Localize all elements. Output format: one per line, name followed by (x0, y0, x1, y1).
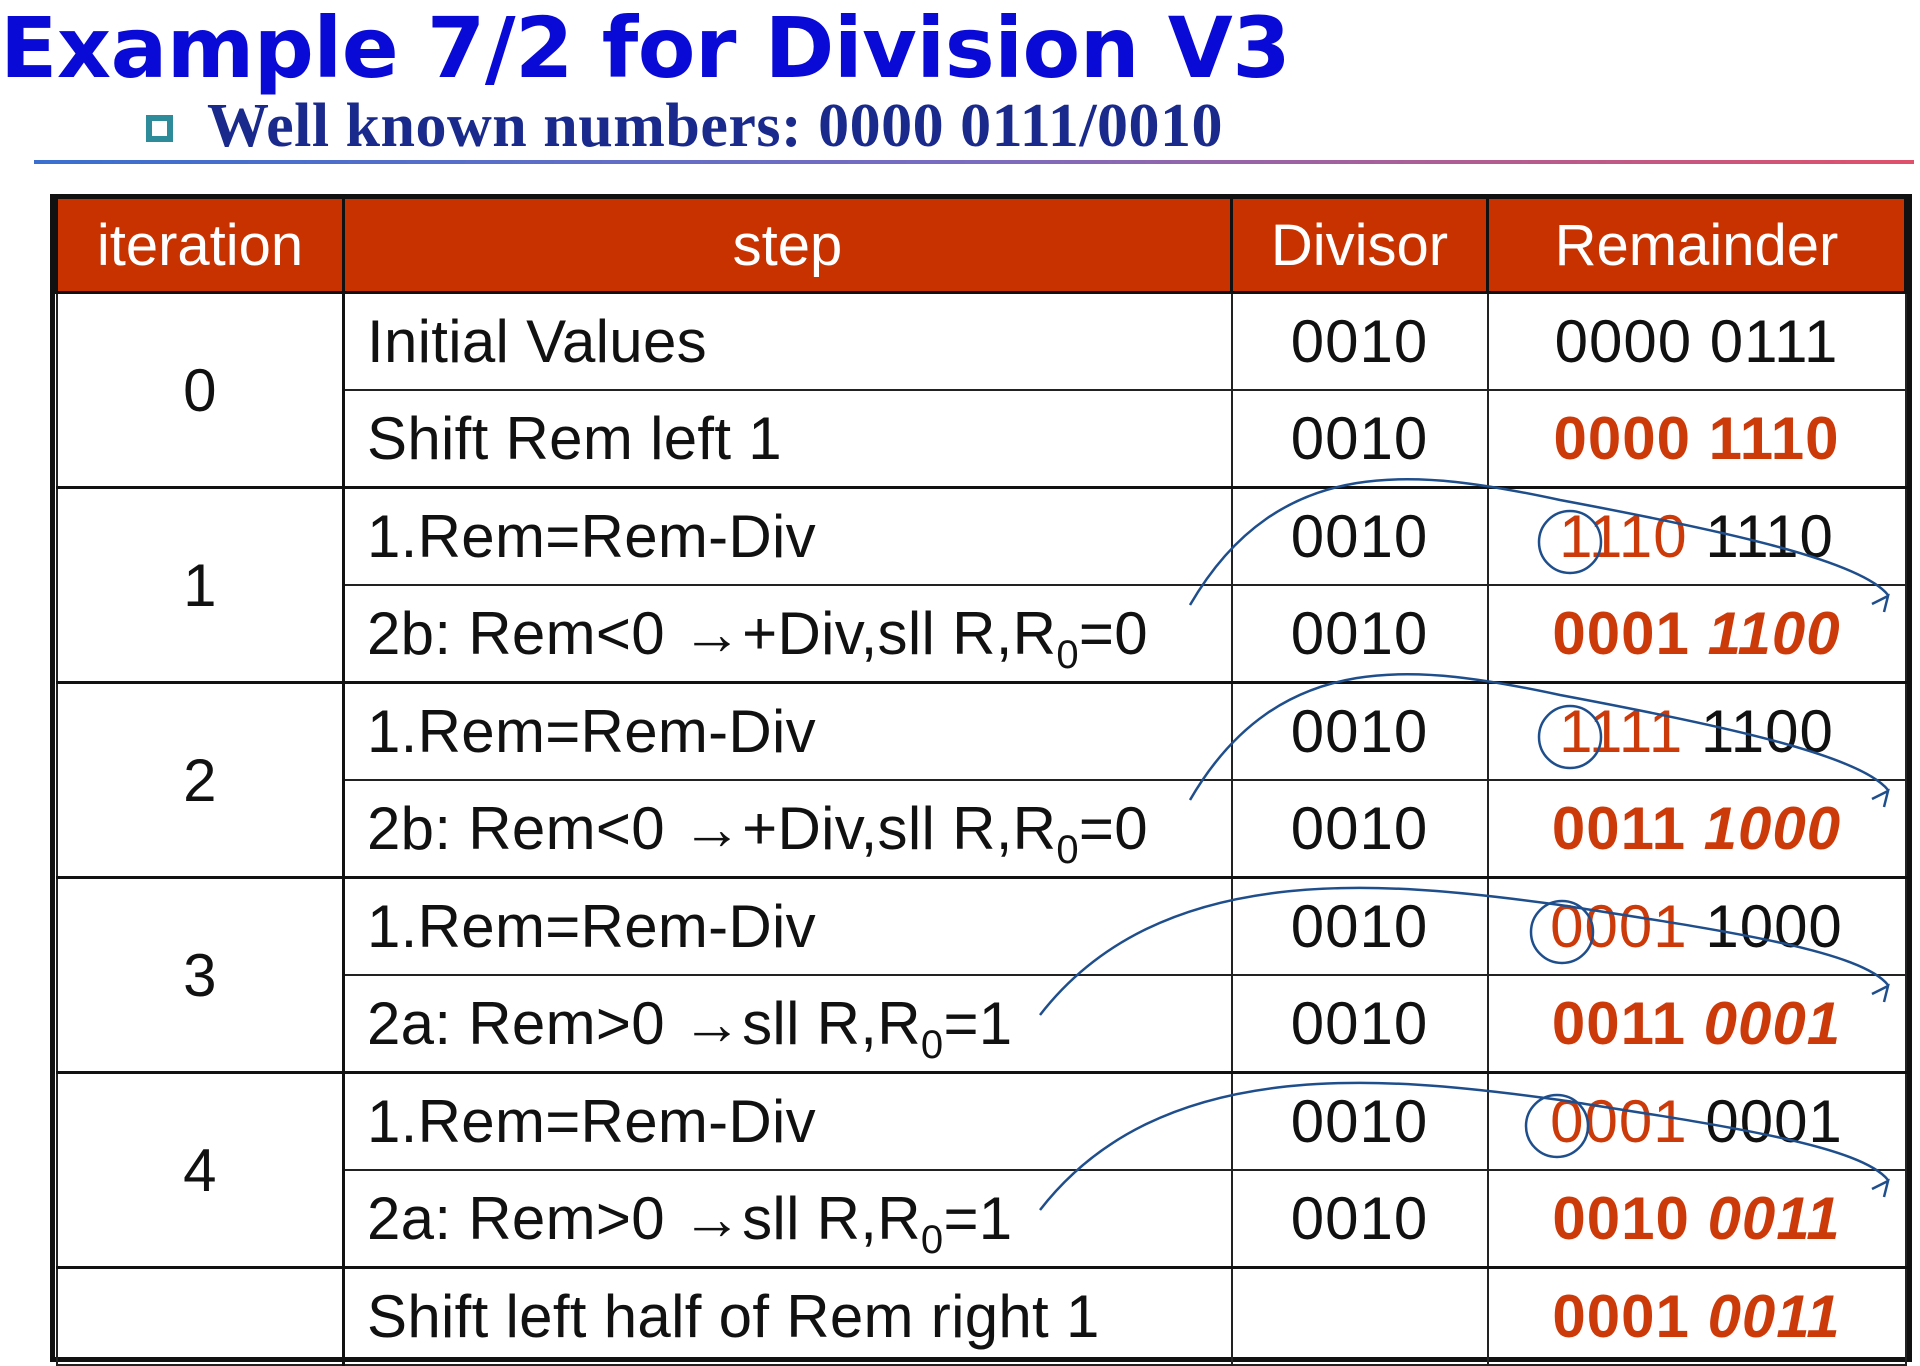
divisor-cell: 0010 (1230, 291, 1489, 391)
step-text: 2a: Rem>0 →sll R,R (367, 1185, 921, 1252)
step-text: 2a: Rem>0 →sll R,R (367, 990, 921, 1057)
remainder-cell: 0001 1100 (1486, 584, 1907, 684)
header-iteration: iteration (55, 199, 345, 294)
step-text-end: =1 (943, 1185, 1013, 1252)
step-cell: 1.Rem=Rem-Div (342, 1071, 1233, 1171)
remainder-right-half: 0011 (1707, 1185, 1841, 1252)
remainder-left-half: 0010 (1552, 1185, 1690, 1252)
remainder-right-half: 1000 (1703, 795, 1842, 862)
remainder-left-half: 0000 (1553, 405, 1691, 472)
remainder-left-half: 0001 (1552, 600, 1690, 667)
divisor-cell: 0010 (1230, 1169, 1489, 1269)
remainder-cell: 0011 1000 (1486, 779, 1907, 879)
remainder-cell: 0001 0001 (1486, 1071, 1907, 1171)
remainder-right-half: 1110 (1708, 405, 1840, 472)
remainder-cell: 0000 0111 (1486, 291, 1907, 391)
remainder-right-half: 1000 (1705, 893, 1843, 960)
step-text-end: =0 (1078, 600, 1148, 667)
remainder-cell: 0001 1000 (1486, 876, 1907, 976)
division-table: iteration step Divisor Remainder 0 Initi… (55, 199, 1907, 1366)
step-subscript: 0 (920, 1023, 944, 1067)
table-row: 3 1.Rem=Rem-Div 0010 0001 1000 (55, 876, 1907, 1074)
step-text: 2b: Rem<0 →+Div,sll R,R (367, 795, 1057, 862)
remainder-right-half: 0111 (1709, 308, 1839, 375)
divisor-cell: 0010 (1230, 486, 1489, 586)
divisor-cell: 0010 (1230, 389, 1489, 489)
iteration-cell (55, 1266, 345, 1366)
bullet-item: Well known numbers: 0000 0111/0010 (146, 88, 1223, 164)
divisor-cell: 0010 (1230, 779, 1489, 879)
remainder-left-half: 1111 (1559, 698, 1684, 765)
table-row: Shift Rem left 1 0010 0000 1110 (57, 389, 1907, 489)
step-cell: Initial Values (342, 291, 1233, 391)
remainder-right-half: 0001 (1705, 1088, 1843, 1155)
remainder-left-half: 0000 (1554, 308, 1693, 375)
header-divisor: Divisor (1230, 199, 1489, 294)
divisor-cell: 0010 (1230, 876, 1489, 976)
step-subscript: 0 (1056, 633, 1079, 677)
remainder-right-half: 1110 (1705, 503, 1834, 570)
remainder-left-half: 0001 (1550, 893, 1688, 960)
header-remainder: Remainder (1486, 199, 1907, 294)
step-cell: 2b: Rem<0 →+Div,sll R,R0=0 (342, 779, 1233, 879)
header-step: step (342, 199, 1233, 294)
step-cell: 1.Rem=Rem-Div (342, 876, 1233, 976)
remainder-left-half: 0001 (1550, 1088, 1688, 1155)
remainder-left-half: 0011 (1551, 795, 1686, 862)
step-cell: 2b: Rem<0 →+Div,sll R,R0=0 (342, 584, 1233, 684)
step-cell: 1.Rem=Rem-Div (342, 486, 1233, 586)
step-cell: Shift left half of Rem right 1 (342, 1266, 1233, 1366)
table-row: 2a: Rem>0 →sll R,R0=1 0010 0011 0001 (57, 974, 1907, 1074)
step-text-end: =1 (943, 990, 1013, 1057)
table-row: Shift left half of Rem right 1 0001 0011 (55, 1266, 1907, 1366)
remainder-cell: 1111 1100 (1486, 681, 1907, 781)
table-row: 4 1.Rem=Rem-Div 0010 0001 0001 (55, 1071, 1907, 1269)
remainder-cell: 1110 1110 (1486, 486, 1907, 586)
step-text: 2b: Rem<0 →+Div,sll R,R (367, 600, 1057, 667)
title-divider (34, 160, 1914, 164)
step-cell: 1.Rem=Rem-Div (342, 681, 1233, 781)
table-header-row: iteration step Divisor Remainder (55, 199, 1907, 294)
step-subscript: 0 (920, 1218, 944, 1262)
table-row: 0 Initial Values 0010 0000 0111 (55, 291, 1907, 489)
remainder-cell: 0001 0011 (1486, 1266, 1907, 1366)
step-text-end: =0 (1078, 795, 1148, 862)
remainder-cell: 0000 1110 (1486, 389, 1907, 489)
remainder-left-half: 0001 (1552, 1283, 1690, 1350)
remainder-right-half: 1100 (1707, 600, 1841, 667)
slide-title: Example 7/2 for Division V3 (0, 0, 1291, 97)
division-table-frame: iteration step Divisor Remainder 0 Initi… (50, 194, 1912, 1366)
table-row: 2 1.Rem=Rem-Div 0010 1111 1100 (55, 681, 1907, 879)
iteration-cell: 4 (55, 1071, 345, 1269)
remainder-right-half: 0011 (1707, 1283, 1841, 1350)
remainder-left-half: 0011 (1551, 990, 1686, 1057)
square-bullet-icon (146, 114, 173, 142)
divisor-cell (1230, 1266, 1489, 1366)
iteration-cell: 2 (55, 681, 345, 879)
step-cell: 2a: Rem>0 →sll R,R0=1 (342, 1169, 1233, 1269)
remainder-left-half: 1110 (1559, 503, 1688, 570)
iteration-cell: 3 (55, 876, 345, 1074)
divisor-cell: 0010 (1230, 681, 1489, 781)
remainder-right-half: 0001 (1703, 990, 1842, 1057)
iteration-cell: 0 (55, 291, 345, 489)
bullet-text: Well known numbers: 0000 0111/0010 (207, 91, 1224, 160)
iteration-cell: 1 (55, 486, 345, 684)
divisor-cell: 0010 (1230, 584, 1489, 684)
step-subscript: 0 (1056, 828, 1079, 872)
divisor-cell: 0010 (1230, 1071, 1489, 1171)
divisor-cell: 0010 (1230, 974, 1489, 1074)
step-cell: Shift Rem left 1 (342, 389, 1233, 489)
table-row: 1 1.Rem=Rem-Div 0010 1110 1110 (55, 486, 1907, 684)
remainder-right-half: 1100 (1700, 698, 1834, 765)
remainder-cell: 0010 0011 (1486, 1169, 1907, 1269)
step-cell: 2a: Rem>0 →sll R,R0=1 (342, 974, 1233, 1074)
remainder-cell: 0011 0001 (1486, 974, 1907, 1074)
